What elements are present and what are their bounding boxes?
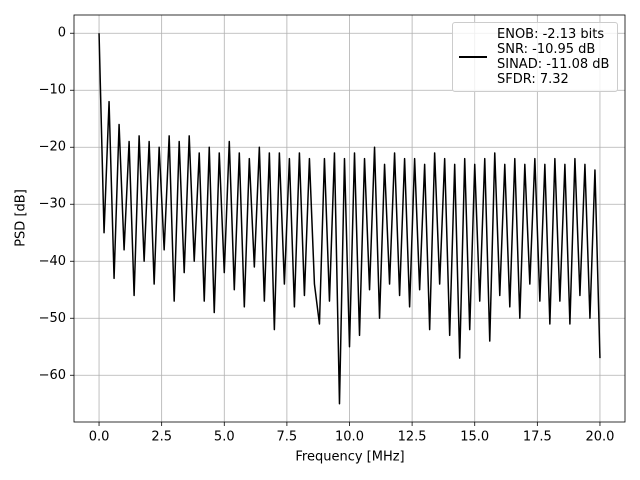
- legend-swatch: [459, 56, 487, 58]
- x-tick-label: 17.5: [523, 430, 552, 445]
- y-tick-label: −10: [39, 83, 66, 98]
- x-tick-label: 20.0: [585, 430, 614, 445]
- x-axis-label: Frequency [MHz]: [295, 450, 404, 465]
- x-tick-label: 5.0: [214, 430, 235, 445]
- x-tick-label: 2.5: [151, 430, 172, 445]
- x-tick-label: 15.0: [460, 430, 489, 445]
- y-axis-label: PSD [dB]: [14, 189, 29, 247]
- data-line: [98, 33, 601, 405]
- x-tick-label: 12.5: [398, 430, 427, 445]
- y-tick-label: −20: [39, 140, 66, 155]
- legend: ENOB: -2.13 bits SNR: -10.95 dB SINAD: -…: [452, 22, 619, 92]
- y-tick-label: −30: [39, 197, 66, 212]
- y-tick-label: −40: [39, 254, 66, 269]
- y-tick-label: −60: [39, 368, 66, 383]
- x-tick-label: 10.0: [335, 430, 364, 445]
- plot-frame: [73, 14, 626, 423]
- legend-label: ENOB: -2.13 bits SNR: -10.95 dB SINAD: -…: [497, 27, 610, 87]
- x-tick-label: 0.0: [89, 430, 110, 445]
- y-tick-label: −50: [39, 311, 66, 326]
- x-tick-label: 7.5: [277, 430, 298, 445]
- y-tick-label: 0: [58, 26, 66, 41]
